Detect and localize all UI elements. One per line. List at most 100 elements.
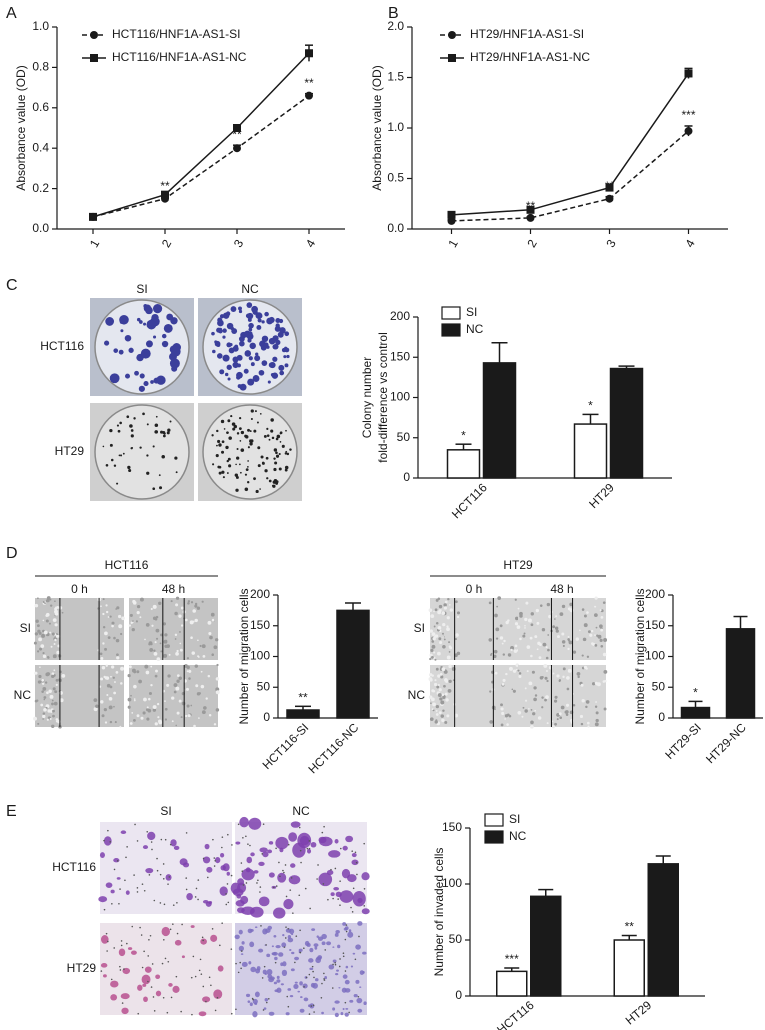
cell bbox=[594, 722, 599, 727]
cell bbox=[115, 670, 119, 674]
cell bbox=[187, 714, 191, 718]
x-tick-label: 2 bbox=[159, 237, 175, 250]
y-tick-label: 150 bbox=[442, 820, 462, 834]
cell bbox=[567, 607, 571, 611]
cell bbox=[167, 674, 171, 678]
cell bbox=[275, 945, 281, 949]
cell bbox=[524, 624, 526, 627]
cell bbox=[353, 993, 358, 998]
cell bbox=[241, 868, 255, 881]
cell bbox=[103, 708, 107, 712]
cell bbox=[144, 638, 146, 641]
pore bbox=[285, 926, 287, 928]
colony bbox=[249, 439, 252, 443]
cell bbox=[446, 714, 450, 718]
cell bbox=[334, 1000, 340, 1004]
cell bbox=[567, 635, 570, 638]
cell bbox=[54, 600, 56, 603]
pore bbox=[283, 946, 286, 948]
colony bbox=[163, 323, 173, 333]
colony bbox=[271, 436, 275, 440]
pore bbox=[126, 846, 128, 848]
colony bbox=[272, 480, 276, 484]
cell bbox=[533, 697, 537, 702]
pore bbox=[323, 978, 325, 980]
cell bbox=[202, 996, 211, 1003]
pore bbox=[143, 950, 145, 953]
pore bbox=[202, 857, 205, 860]
cell bbox=[554, 695, 558, 699]
cell bbox=[203, 706, 207, 710]
pore bbox=[311, 965, 314, 968]
cell bbox=[215, 708, 220, 712]
pore bbox=[303, 986, 305, 988]
colony bbox=[272, 356, 278, 362]
colony bbox=[138, 320, 143, 324]
cell bbox=[191, 651, 195, 655]
cell bbox=[51, 674, 55, 679]
pore bbox=[125, 856, 127, 859]
pore bbox=[339, 904, 341, 906]
cell bbox=[449, 604, 451, 606]
colony bbox=[130, 434, 134, 438]
cell bbox=[207, 674, 211, 678]
cell bbox=[499, 624, 503, 628]
colony bbox=[273, 448, 278, 452]
cell bbox=[446, 616, 450, 620]
colony bbox=[143, 322, 147, 326]
cell bbox=[434, 608, 438, 612]
cell bbox=[46, 691, 49, 695]
cell bbox=[192, 609, 197, 613]
colony bbox=[248, 356, 253, 361]
cell bbox=[241, 961, 248, 968]
cell bbox=[211, 618, 215, 622]
colony bbox=[125, 373, 131, 379]
cell bbox=[352, 952, 356, 955]
pore bbox=[287, 843, 290, 846]
cell bbox=[53, 701, 58, 706]
cell bbox=[130, 621, 133, 624]
cell bbox=[289, 928, 295, 935]
cell bbox=[278, 952, 284, 957]
pore bbox=[185, 832, 188, 834]
cell bbox=[291, 933, 294, 936]
colony bbox=[284, 346, 288, 350]
cell bbox=[107, 616, 110, 618]
pore bbox=[150, 841, 153, 843]
row-label: HT29 bbox=[67, 961, 97, 975]
pore bbox=[146, 830, 149, 833]
cell bbox=[116, 653, 119, 657]
colony bbox=[131, 447, 134, 449]
cell bbox=[133, 684, 137, 689]
cell bbox=[186, 657, 190, 660]
pore bbox=[136, 887, 139, 889]
cell bbox=[179, 642, 182, 645]
cell bbox=[527, 618, 532, 623]
cell bbox=[595, 626, 598, 629]
cell bbox=[525, 699, 528, 702]
pore bbox=[159, 902, 162, 904]
x-tick-label: HCT116 bbox=[449, 480, 490, 521]
pore bbox=[230, 1012, 233, 1015]
cell bbox=[136, 670, 140, 674]
pore bbox=[169, 843, 172, 846]
cell bbox=[164, 700, 166, 703]
colony bbox=[212, 463, 215, 466]
legend-marker bbox=[90, 31, 98, 39]
colony bbox=[118, 349, 124, 355]
pore bbox=[334, 963, 337, 966]
cell bbox=[501, 642, 504, 645]
colony bbox=[273, 467, 277, 472]
cell bbox=[276, 987, 282, 993]
cell bbox=[160, 633, 163, 637]
pore bbox=[136, 840, 139, 842]
cell bbox=[132, 620, 134, 622]
cell bbox=[253, 870, 259, 874]
cell bbox=[342, 974, 348, 979]
cell bbox=[100, 605, 102, 608]
y-axis-label: Number of migration cells bbox=[633, 588, 647, 724]
cell bbox=[151, 624, 154, 627]
cell bbox=[238, 945, 244, 952]
cell bbox=[297, 990, 301, 993]
cell bbox=[55, 683, 58, 686]
